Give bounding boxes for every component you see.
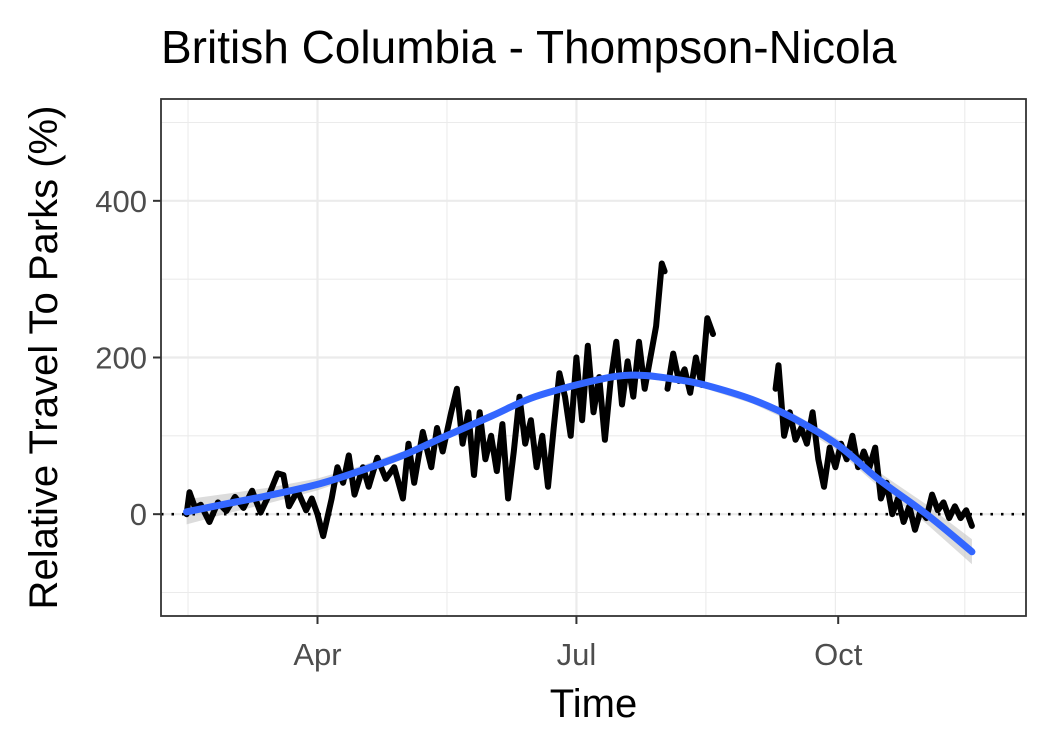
y-axis: 0 200 400: [95, 184, 161, 532]
x-tick-label: Apr: [293, 637, 341, 672]
smooth-trend-line: [183, 371, 976, 556]
y-tick-label: 0: [130, 497, 147, 532]
series-line-segment-3: [772, 362, 975, 533]
y-tick-label: 400: [95, 184, 147, 219]
x-tick-label: Oct: [814, 637, 863, 672]
y-axis-title: Relative Travel To Parks (%): [22, 106, 66, 610]
x-axis: Apr Jul Oct: [293, 616, 863, 672]
chart-title: British Columbia - Thompson-Nicola: [161, 21, 897, 73]
smooth-line: [183, 371, 976, 556]
x-tick-label: Jul: [557, 637, 597, 672]
grid-lines: [161, 99, 1026, 616]
travel-series: [183, 260, 975, 540]
y-tick-label: 200: [95, 341, 147, 376]
series-line-segment-1: [183, 260, 668, 540]
series-line-segment-2: [664, 315, 716, 396]
x-axis-title: Time: [550, 682, 637, 726]
